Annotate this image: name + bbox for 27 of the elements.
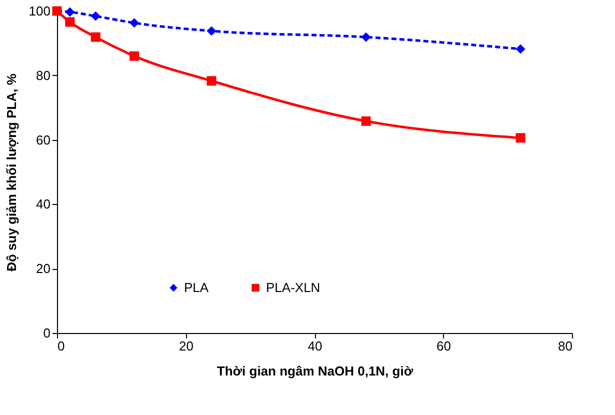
point [361,116,371,126]
y-tick-label: 20 [36,261,50,276]
y-axis-title: Độ suy giảm khối lượng PLA, % [4,73,19,272]
x-tick-label: 60 [436,338,451,354]
y-tick-label: 0 [43,326,50,340]
point [361,32,371,42]
x-tick-label: 80 [558,338,572,354]
x-tick-label: 0 [58,338,65,354]
point [516,44,526,54]
x-tick-label: 20 [179,338,194,354]
legend-label: PLA [184,280,209,295]
y-tick-label: 80 [36,68,50,83]
point [206,76,216,86]
point [65,7,75,17]
point [130,51,139,61]
point [206,26,216,36]
legend-label: PLA-XLN [266,280,320,295]
y-tick-label: 40 [36,196,50,212]
y-tick-label: 100 [28,4,50,18]
point [90,32,100,42]
y-tick-label: 60 [36,132,50,148]
point [130,18,139,28]
point [65,17,75,27]
x-tick-label: 40 [308,338,322,354]
point [90,11,100,21]
point [516,133,526,143]
x-axis-title: Thời gian ngâm NaOH 0,1N, giờ [216,364,414,378]
